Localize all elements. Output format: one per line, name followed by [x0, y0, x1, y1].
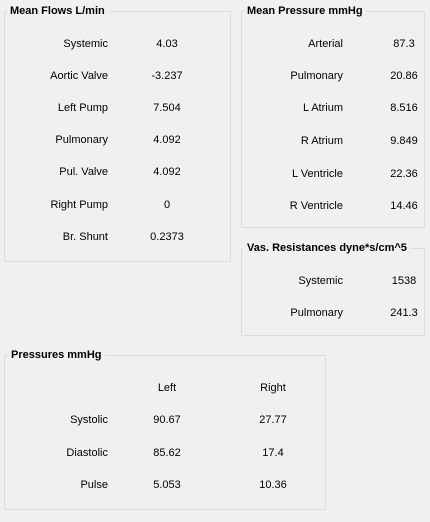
- pressures-title: Pressures mmHg: [8, 348, 105, 362]
- pressures-diastolic-left: 85.62: [153, 447, 181, 459]
- flow-value-pulmonary: 4.092: [153, 134, 181, 146]
- flow-label-pulmonary: Pulmonary: [55, 134, 108, 146]
- pressures-pulse-right: 10.36: [259, 479, 287, 491]
- pressures-label-diastolic: Diastolic: [66, 447, 108, 459]
- pressure-label-l-ventricle: L Ventricle: [292, 168, 343, 180]
- pressure-value-pulmonary: 20.86: [390, 70, 418, 82]
- flow-value-br-shunt: 0.2373: [150, 231, 184, 243]
- mean-flows-title: Mean Flows L/min: [7, 4, 108, 18]
- flow-value-left-pump: 7.504: [153, 102, 181, 114]
- pressure-label-l-atrium: L Atrium: [303, 102, 343, 114]
- pressures-diastolic-right: 17.4: [262, 447, 284, 459]
- vas-resistances-title: Vas. Resistances dyne*s/cm^5: [244, 241, 410, 255]
- pressure-value-l-ventricle: 22.36: [390, 168, 418, 180]
- pressure-label-r-atrium: R Atrium: [300, 135, 343, 147]
- pressures-pulse-left: 5.053: [153, 479, 181, 491]
- pressure-label-pulmonary: Pulmonary: [290, 70, 343, 82]
- flow-value-aortic-valve: -3.237: [151, 70, 183, 82]
- flow-value-pul-valve: 4.092: [153, 166, 181, 178]
- pressure-value-l-atrium: 8.516: [390, 102, 418, 114]
- flow-value-right-pump: 0: [163, 199, 171, 211]
- vas-resistances-group: Vas. Resistances dyne*s/cm^5 Systemic 15…: [241, 241, 425, 336]
- mean-pressure-group: Mean Pressure mmHg Arterial 87.3 Pulmona…: [241, 4, 425, 228]
- pressures-header-right: Right: [260, 382, 286, 394]
- resistance-value-pulmonary: 241.3: [390, 307, 418, 319]
- pressures-group: Pressures mmHg Left Right Systolic 90.67…: [4, 348, 326, 510]
- pressures-systolic-right: 27.77: [259, 414, 287, 426]
- pressure-value-arterial: 87.3: [393, 38, 415, 50]
- flow-label-systemic: Systemic: [63, 38, 108, 50]
- flow-label-aortic-valve: Aortic Valve: [50, 70, 108, 82]
- pressures-label-systolic: Systolic: [70, 414, 108, 426]
- resistance-label-systemic: Systemic: [298, 275, 343, 287]
- resistance-label-pulmonary: Pulmonary: [290, 307, 343, 319]
- mean-flows-group: Mean Flows L/min Systemic 4.03 Aortic Va…: [4, 4, 231, 262]
- flow-value-systemic: 4.03: [156, 38, 178, 50]
- pressure-label-r-ventricle: R Ventricle: [289, 200, 343, 212]
- flow-label-pul-valve: Pul. Valve: [59, 166, 108, 178]
- flow-label-br-shunt: Br. Shunt: [62, 231, 108, 243]
- mean-pressure-title: Mean Pressure mmHg: [244, 4, 366, 18]
- flow-label-left-pump: Left Pump: [57, 102, 108, 114]
- flow-label-right-pump: Right Pump: [50, 199, 108, 211]
- pressures-systolic-left: 90.67: [153, 414, 181, 426]
- pressures-label-pulse: Pulse: [80, 479, 108, 491]
- resistance-value-systemic: 1538: [391, 275, 417, 287]
- pressure-value-r-atrium: 9.849: [390, 135, 418, 147]
- pressure-label-arterial: Arterial: [308, 38, 343, 50]
- pressures-header-left: Left: [157, 382, 177, 394]
- pressure-value-r-ventricle: 14.46: [390, 200, 418, 212]
